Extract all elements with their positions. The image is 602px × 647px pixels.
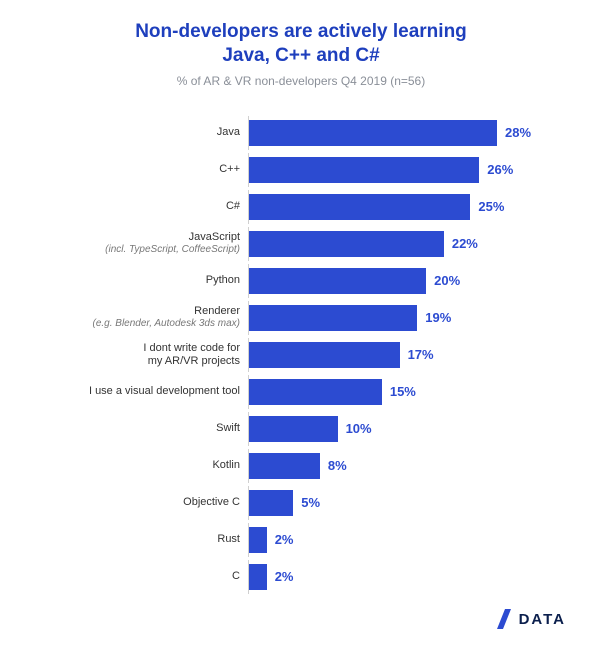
bar-value: 5% [301, 495, 320, 510]
bar-value: 28% [505, 125, 531, 140]
bar-value: 25% [478, 199, 504, 214]
bar-cell: 22% [248, 227, 572, 261]
bar-cell: 19% [248, 301, 572, 335]
bar-value: 17% [408, 347, 434, 362]
chart-row: Python 20% [30, 264, 572, 298]
slash-icon [497, 609, 515, 629]
category-label: JavaScript(incl. TypeScript, CoffeeScrip… [30, 231, 248, 255]
title-line-1: Non-developers are actively learning [135, 21, 467, 42]
bar-cell: 2% [248, 560, 572, 594]
chart-row: Rust 2% [30, 523, 572, 557]
logo-text: DATA [519, 611, 566, 628]
bar-chart: Java 28% C++ 26% C# 25% JavaScript(incl. TypeS… [30, 116, 572, 594]
category-label: Rust [30, 533, 248, 546]
category-label-text: JavaScript [189, 231, 240, 243]
category-label-text: Java [217, 126, 240, 138]
chart-row: Java 28% [30, 116, 572, 150]
category-label-text: Renderer [194, 305, 240, 317]
bar-value: 8% [328, 458, 347, 473]
bar-value: 2% [275, 532, 294, 547]
bar-cell: 8% [248, 449, 572, 483]
category-label-text: I use a visual development tool [89, 385, 240, 397]
bar-cell: 10% [248, 412, 572, 446]
bar-value: 20% [434, 273, 460, 288]
bar [249, 231, 444, 257]
chart-title: Non-developers are actively learning Jav… [30, 20, 572, 68]
bar [249, 379, 382, 405]
chart-row: I dont write code formy AR/VR projects 17… [30, 338, 572, 372]
category-label: Swift [30, 422, 248, 435]
category-label: Objective C [30, 496, 248, 509]
category-label: Python [30, 274, 248, 287]
bar-cell: 28% [248, 116, 572, 150]
bar [249, 564, 267, 590]
chart-row: Objective C 5% [30, 486, 572, 520]
category-label-text: Python [206, 274, 240, 286]
chart-row: C# 25% [30, 190, 572, 224]
category-label: C# [30, 200, 248, 213]
bar [249, 527, 267, 553]
category-label-text: I dont write code formy AR/VR projects [143, 342, 240, 367]
bar-cell: 26% [248, 153, 572, 187]
chart-row: Swift 10% [30, 412, 572, 446]
bar [249, 342, 400, 368]
category-label: Java [30, 126, 248, 139]
bar-cell: 17% [248, 338, 572, 372]
category-label: Renderer(e.g. Blender, Autodesk 3ds max) [30, 305, 248, 329]
category-label: I use a visual development tool [30, 385, 248, 398]
chart-row: C++ 26% [30, 153, 572, 187]
bar [249, 453, 320, 479]
brand-logo: DATA [497, 609, 566, 629]
bar-cell: 2% [248, 523, 572, 557]
bar [249, 157, 479, 183]
bar-cell: 25% [248, 190, 572, 224]
chart-row: C 2% [30, 560, 572, 594]
bar-value: 2% [275, 569, 294, 584]
chart-row: Kotlin 8% [30, 449, 572, 483]
category-label-text: Swift [216, 422, 240, 434]
bar [249, 268, 426, 294]
category-label-text: C [232, 570, 240, 582]
category-sublabel: (e.g. Blender, Autodesk 3ds max) [30, 318, 240, 330]
chart-row: JavaScript(incl. TypeScript, CoffeeScrip… [30, 227, 572, 261]
bar [249, 416, 338, 442]
chart-row: I use a visual development tool 15% [30, 375, 572, 409]
bar-cell: 15% [248, 375, 572, 409]
category-label-text: C# [226, 200, 240, 212]
category-label: I dont write code formy AR/VR projects [30, 342, 248, 367]
chart-row: Renderer(e.g. Blender, Autodesk 3ds max)… [30, 301, 572, 335]
category-label: C++ [30, 163, 248, 176]
bar-cell: 5% [248, 486, 572, 520]
title-line-2: Java, C++ and C# [222, 45, 379, 66]
bar-cell: 20% [248, 264, 572, 298]
category-label: C [30, 570, 248, 583]
category-label: Kotlin [30, 459, 248, 472]
bar-value: 15% [390, 384, 416, 399]
bar [249, 305, 417, 331]
bar [249, 120, 497, 146]
category-label-text: Objective C [183, 496, 240, 508]
category-sublabel: (incl. TypeScript, CoffeeScript) [30, 244, 240, 256]
category-label-text: C++ [219, 163, 240, 175]
bar-value: 22% [452, 236, 478, 251]
category-label-text: Kotlin [212, 459, 240, 471]
bar [249, 194, 470, 220]
bar-value: 10% [346, 421, 372, 436]
category-label-text: Rust [217, 533, 240, 545]
bar [249, 490, 293, 516]
bar-value: 19% [425, 310, 451, 325]
bar-value: 26% [487, 162, 513, 177]
chart-subtitle: % of AR & VR non-developers Q4 2019 (n=5… [30, 74, 572, 88]
